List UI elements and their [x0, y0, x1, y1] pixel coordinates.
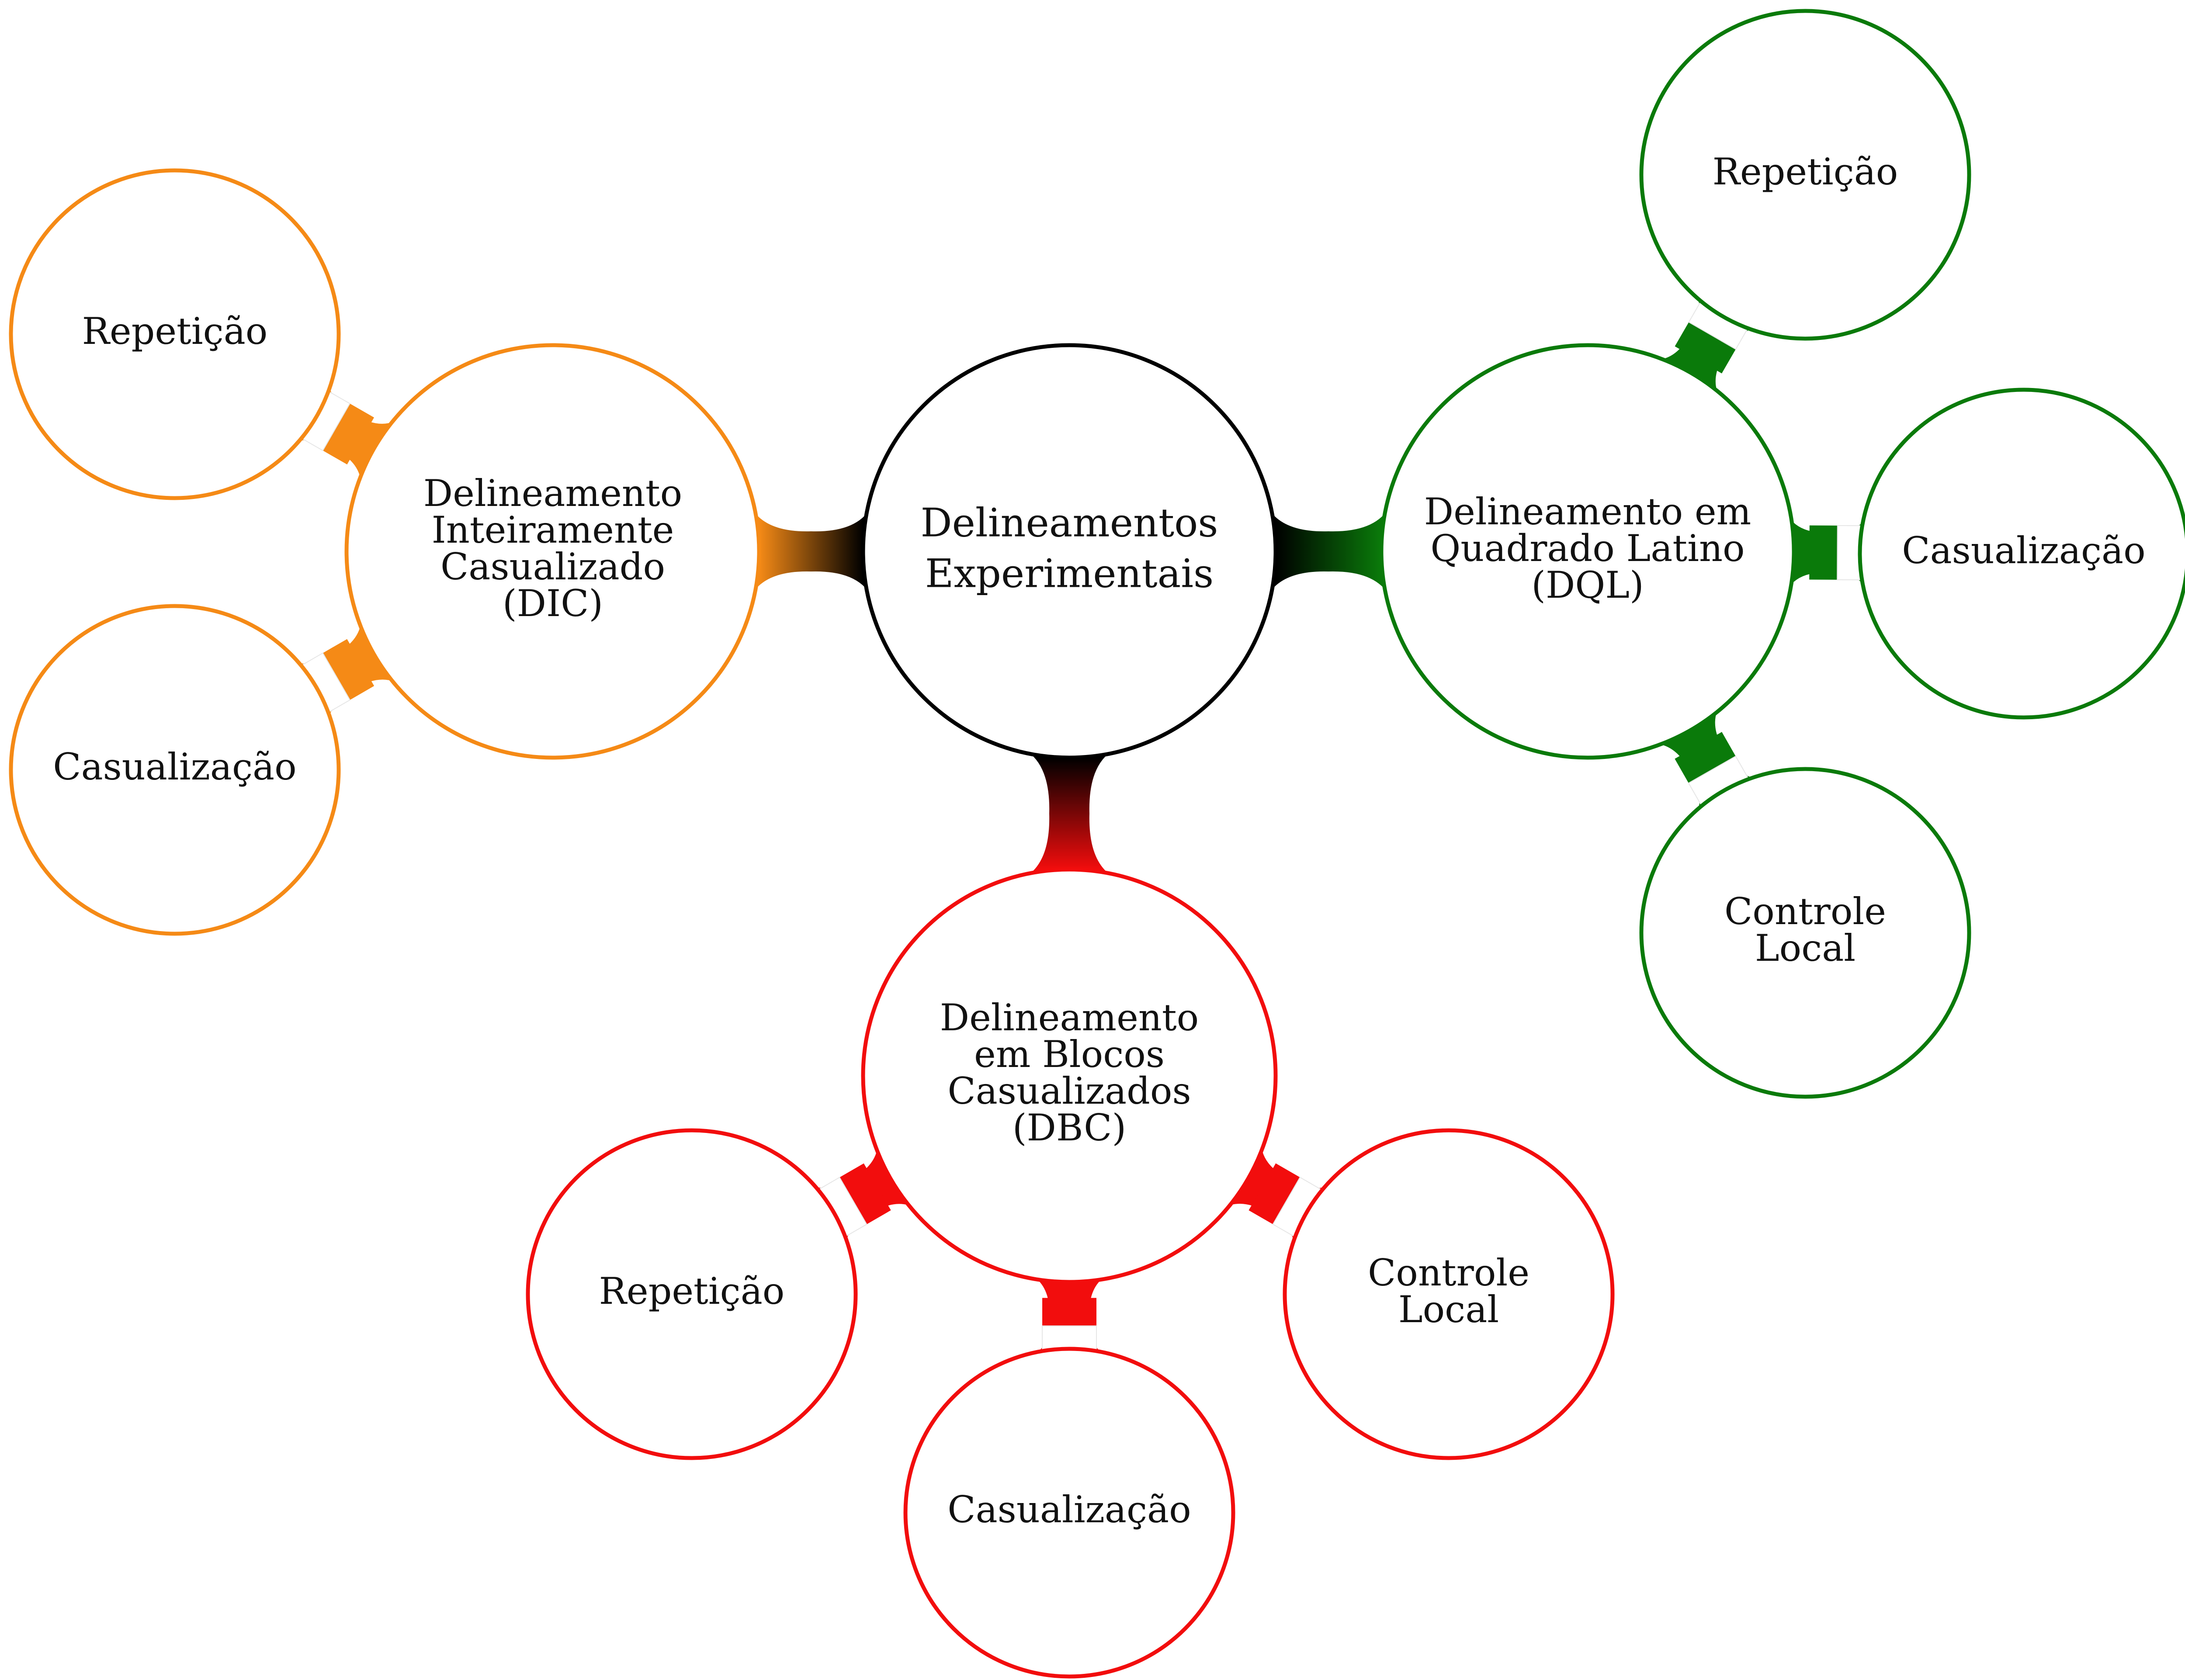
dic-to-dic-repeticao-connector-band [298, 389, 375, 465]
center-node: Delineamentos Experimentais [861, 343, 1278, 760]
dic-node-label-line-4: (DIC) [503, 582, 603, 625]
dic-repeticao-node: Repetição [9, 168, 341, 500]
center-node-label-line-2: Experimentais [925, 551, 1214, 596]
dbc-casualizacao-node: Casualização [903, 1347, 1235, 1679]
dic-node-circle [344, 343, 761, 760]
dbc-node-label-line-4: (DBC) [1013, 1106, 1126, 1149]
center-node-circle [861, 343, 1278, 760]
dbc-controle-local-node-label-line-1: Controle [1368, 1251, 1530, 1294]
dbc-node-label-line-3: Casualizados [947, 1070, 1191, 1112]
center-to-dbc-connector [992, 743, 1146, 884]
dql-controle-local-node-label-line-1: Controle [1724, 890, 1886, 933]
dql-controle-local-node-label-line-2: Local [1755, 927, 1856, 970]
dbc-casualizacao-node-label-line-1: Casualização [947, 1488, 1191, 1531]
dbc-node-label-line-2: em Blocos [974, 1033, 1165, 1076]
dic-casualizacao-node: Casualização [9, 604, 341, 936]
dbc-repeticao-node-label-line-1: Repetição [599, 1270, 785, 1313]
center-to-dic-connector [744, 475, 878, 628]
dic-node-label-line-2: Inteiramente [432, 509, 674, 551]
dql-casualizacao-node-circle [1858, 388, 2185, 720]
nodes: DelineamentosExperimentaisDelineamentoIn… [9, 9, 2185, 1679]
dic-node-label-line-3: Casualizado [440, 545, 665, 588]
dql-node-label-line-2: Quadrado Latino [1430, 527, 1745, 570]
dbc-repeticao-node: Repetição [526, 1128, 858, 1460]
dbc-node-circle [861, 867, 1278, 1284]
connectors [276, 276, 1872, 1361]
dql-controle-local-node-circle [1639, 767, 1971, 1099]
dic-repeticao-node-label-line-1: Repetição [82, 310, 268, 353]
dic-repeticao-node-circle [9, 168, 341, 500]
dbc-controle-local-node-label-line-2: Local [1398, 1288, 1499, 1331]
dql-repeticao-node-label-line-1: Repetição [1713, 150, 1898, 193]
center-to-dql-connector [1261, 475, 1396, 628]
dbc-casualizacao-node-circle [903, 1347, 1235, 1679]
dbc-node-label-line-1: Delineamento [940, 996, 1199, 1039]
dic-casualizacao-node-circle [9, 604, 341, 936]
dbc-to-dbc-casualizacao-connector-band [1042, 1298, 1097, 1354]
dql-repeticao-node-circle [1639, 9, 1971, 341]
dql-repeticao-node: Repetição [1639, 9, 1971, 341]
dic-casualizacao-node-label-line-1: Casualização [53, 745, 296, 788]
dql-to-dql-casualizacao-connector-band [1809, 525, 1866, 581]
dbc-repeticao-node-circle [526, 1128, 858, 1460]
dql-node-circle [1379, 343, 1796, 760]
dic-node-label-line-1: Delineamento [423, 472, 682, 515]
dql-node-label-line-1: Delineamento em [1424, 490, 1751, 533]
center-node-label-line-1: Delineamentos [921, 500, 1218, 546]
dql-casualizacao-node-label-line-1: Casualização [1902, 529, 2145, 572]
dql-node-label-line-3: (DQL) [1531, 564, 1644, 606]
dql-casualizacao-node: Casualização [1858, 388, 2185, 720]
dql-to-dql-repeticao-connector-band [1675, 297, 1751, 374]
dbc-controle-local-node-circle [1283, 1128, 1615, 1460]
dic-to-dic-casualizacao-connector-band [298, 639, 375, 715]
